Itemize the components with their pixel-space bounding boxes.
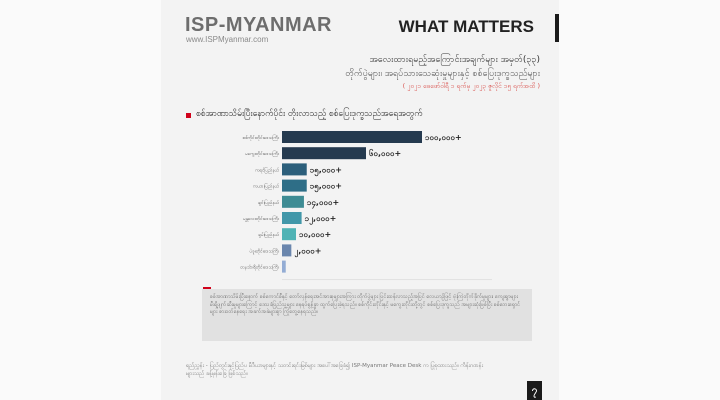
category-label: ကရင်ပြည်နယ်: [255, 166, 279, 173]
bar-value-label: ၁၄,၀၀၀+: [306, 198, 339, 210]
category-label: ပဲခူးတိုင်းဒေသကြီး: [249, 247, 279, 254]
bullet-marker: [186, 113, 191, 118]
note-accent-line: [203, 287, 211, 289]
bar-value-label: ၆၀,၀၀၀+: [369, 148, 401, 158]
bar-value-label: ၁၂,၀၀၀+: [304, 214, 337, 226]
bar: [282, 212, 302, 224]
bar-value-label: ၂,၀၀၀+: [294, 246, 321, 258]
right-margin: [559, 0, 720, 400]
report-subtitle: တိုက်ပွဲများ၊ အရပ်သားသေဆုံးမှုများနှင့် …: [345, 69, 540, 79]
bar: [282, 163, 307, 176]
bar: [282, 179, 307, 192]
logo: ISP-MYANMAR: [185, 14, 332, 36]
category-label: ရှမ်းပြည်နယ်: [258, 231, 279, 238]
page-number: ၇: [527, 381, 542, 400]
chart-section-title: စစ်အာဏာသိမ်းပြီးနောက်ပိုင်း တိုးလာသည့် စ…: [196, 109, 423, 119]
bar-value-label: ၁၅,၀၀၀+: [309, 165, 342, 177]
bar: [282, 195, 304, 208]
footer-source: ရည်ညွှန်း - ပြည်တွင်းနှင့်ပြည်ပ မီဒီယာမျ…: [186, 363, 484, 377]
bar: [282, 147, 366, 160]
bar: [282, 131, 422, 143]
bar: [282, 228, 296, 241]
category-label: မကွေးတိုင်းဒေသကြီး: [245, 150, 279, 157]
bar: [282, 260, 286, 273]
bar-value-label: ၁၀,၀၀၀+: [298, 230, 331, 239]
logo-url: www.ISPMyanmar.com: [186, 35, 269, 44]
refugee-bar-chart: စစ်ကိုင်းတိုင်းဒေသကြီး ၁၀၀,၀၀၀+ မကွေးတိုင်…: [240, 131, 492, 281]
left-margin: [0, 0, 161, 400]
category-label: ချင်းပြည်နယ်: [257, 199, 280, 206]
date-range: ( ၂၀၂၁ ဖေဖော်ဝါရီ ၁ ရက်မှ ၂၀၂၃ ဇူလိုင် ၁…: [402, 82, 540, 90]
category-label: စစ်ကိုင်းတိုင်းဒေသကြီး: [243, 134, 279, 141]
section-header: WHAT MATTERS: [398, 17, 534, 36]
header-accent-bar: [555, 14, 559, 42]
bar-value-label: ၁၀၀,၀၀၀+: [424, 133, 462, 142]
report-title: အလေးထားရမည့်အကြောင်းအချက်များ အမှတ်(၃၃): [369, 55, 540, 65]
bar-value-label: ၁၅,၀၀၀+: [309, 182, 342, 194]
bar: [282, 244, 292, 257]
category-label: ကယားပြည်နယ်: [253, 183, 280, 190]
category-label: တနင်္သာရီတိုင်းဒေသကြီး: [240, 264, 279, 271]
category-label: မန္တလေးတိုင်းဒေသကြီး: [243, 215, 279, 222]
note-box: စစ်အာဏာသိမ်းပြီးနောက် စစ်ကောင်စီနှင့် တေ…: [202, 289, 532, 341]
